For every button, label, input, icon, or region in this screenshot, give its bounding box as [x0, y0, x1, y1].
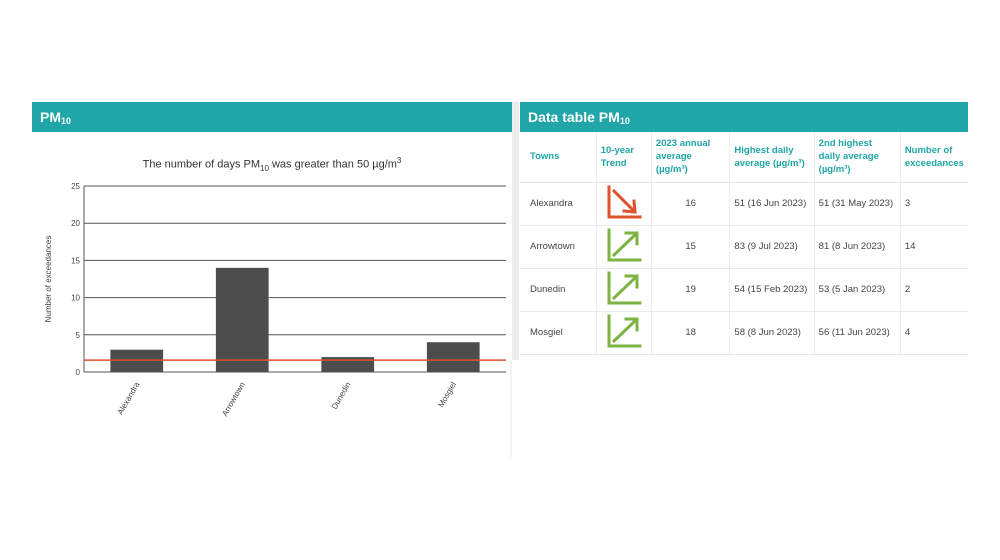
- cell-highest: 58 (8 Jun 2023): [729, 311, 815, 355]
- cell-highest: 54 (15 Feb 2023): [729, 268, 815, 312]
- table-row: Arrowtown 15 83 (9 Jul 2023) 81 (8 Jun 2023…: [520, 225, 968, 269]
- cell-second-highest: 53 (5 Jan 2023): [814, 268, 901, 312]
- table-panel-title: Data table PM: [528, 109, 620, 125]
- header-towns: Towns: [520, 132, 597, 183]
- cell-second-highest: 81 (8 Jun 2023): [814, 225, 901, 269]
- cell-second-highest: 51 (31 May 2023): [814, 182, 901, 226]
- bar-chart: 0 5 10 15 20 25 Number of exceedances Alexandra…: [44, 182, 506, 418]
- chart-title-post: was greater than 50 µg/m: [268, 158, 397, 171]
- table-panel-header: Data table PM10: [520, 102, 968, 132]
- chart-panel-title-sub: 10: [61, 116, 72, 126]
- y-tick-label: 5: [76, 331, 81, 340]
- arrow-down-right-icon: [607, 185, 642, 219]
- cell-trend: [596, 225, 652, 269]
- arrow-up-right-icon: [607, 314, 642, 348]
- bar: [426, 342, 480, 372]
- arrow-up-right-icon: [607, 228, 642, 262]
- y-tick-label: 0: [76, 368, 81, 377]
- x-tick-label: Alexandra: [116, 380, 142, 416]
- y-tick-label: 25: [71, 182, 80, 191]
- panel-divider-lower: [510, 360, 512, 457]
- header-annual: 2023 annual average (µg/m³): [651, 132, 731, 183]
- x-tick-label: Dunedin: [330, 381, 353, 411]
- header-exceedances: Number of exceedances: [900, 132, 968, 183]
- chart-panel-title: PM: [40, 109, 61, 125]
- cell-exceedances: 3: [900, 182, 968, 226]
- cell-town: Arrowtown: [520, 225, 597, 269]
- table-header-row: Towns 10-year Trend 2023 annual average …: [520, 132, 968, 183]
- cell-town: Mosgiel: [520, 311, 597, 355]
- chart-panel-header: PM10: [32, 102, 512, 132]
- cell-exceedances: 14: [900, 225, 968, 269]
- chart-title-pre: The number of days PM: [142, 158, 260, 171]
- cell-annual: 15: [651, 225, 731, 269]
- header-second-highest: 2nd highest daily average (µg/m³): [814, 132, 901, 183]
- cell-town: Alexandra: [520, 182, 597, 226]
- header-highest: Highest daily average (µg/m³): [729, 132, 815, 183]
- cell-highest: 51 (16 Jun 2023): [729, 182, 815, 226]
- table-panel-title-sub: 10: [619, 116, 630, 126]
- cell-annual: 16: [651, 182, 731, 226]
- x-tick-label: Mosgiel: [436, 380, 458, 409]
- data-table: Towns 10-year Trend 2023 annual average …: [520, 132, 968, 355]
- header-trend: 10-year Trend: [596, 132, 652, 183]
- cell-trend: [596, 182, 652, 226]
- cell-annual: 18: [651, 311, 731, 355]
- cell-highest: 83 (9 Jul 2023): [729, 225, 815, 269]
- bar: [215, 267, 269, 372]
- cell-trend: [596, 268, 652, 312]
- cell-annual: 19: [651, 268, 731, 312]
- table-row: Dunedin 19 54 (15 Feb 2023) 53 (5 Jan 2023)…: [520, 268, 968, 312]
- chart-title-sub: 10: [260, 163, 269, 173]
- cell-town: Dunedin: [520, 268, 597, 312]
- arrow-up-right-icon: [607, 271, 642, 305]
- cell-exceedances: 2: [900, 268, 968, 312]
- table-row: Alexandra 16 51 (16 Jun 2023) 51 (31 May 20…: [520, 182, 968, 226]
- y-tick-label: 20: [71, 219, 80, 228]
- chart-title-sup: 3: [396, 156, 402, 165]
- x-tick-label: Arrowtown: [220, 381, 247, 418]
- y-tick-label: 10: [71, 294, 80, 303]
- y-tick-label: 15: [71, 256, 80, 265]
- y-axis-label: Number of exceedances: [44, 236, 53, 323]
- chart-panel: PM10 The number of days PM10 was greater…: [32, 102, 512, 457]
- cell-trend: [596, 311, 652, 355]
- cell-exceedances: 4: [900, 311, 968, 355]
- table-row: Mosgiel 18 58 (8 Jun 2023) 56 (11 Jun 2023)…: [520, 311, 968, 355]
- cell-second-highest: 56 (11 Jun 2023): [814, 311, 901, 355]
- table-panel: Data table PM10 Towns 10-year Trend 2023…: [520, 102, 968, 360]
- chart-title: The number of days PM10 was greater than…: [32, 156, 512, 173]
- panel-divider: [512, 102, 519, 360]
